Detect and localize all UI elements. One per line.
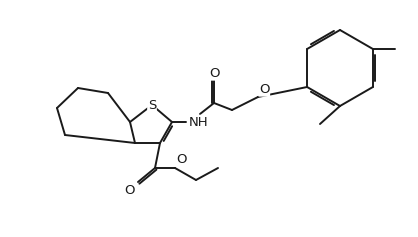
Text: O: O [209, 67, 219, 80]
Text: NH: NH [189, 115, 209, 128]
Text: O: O [125, 184, 135, 197]
Text: S: S [148, 99, 156, 111]
Text: O: O [259, 83, 270, 96]
Text: O: O [176, 153, 186, 166]
